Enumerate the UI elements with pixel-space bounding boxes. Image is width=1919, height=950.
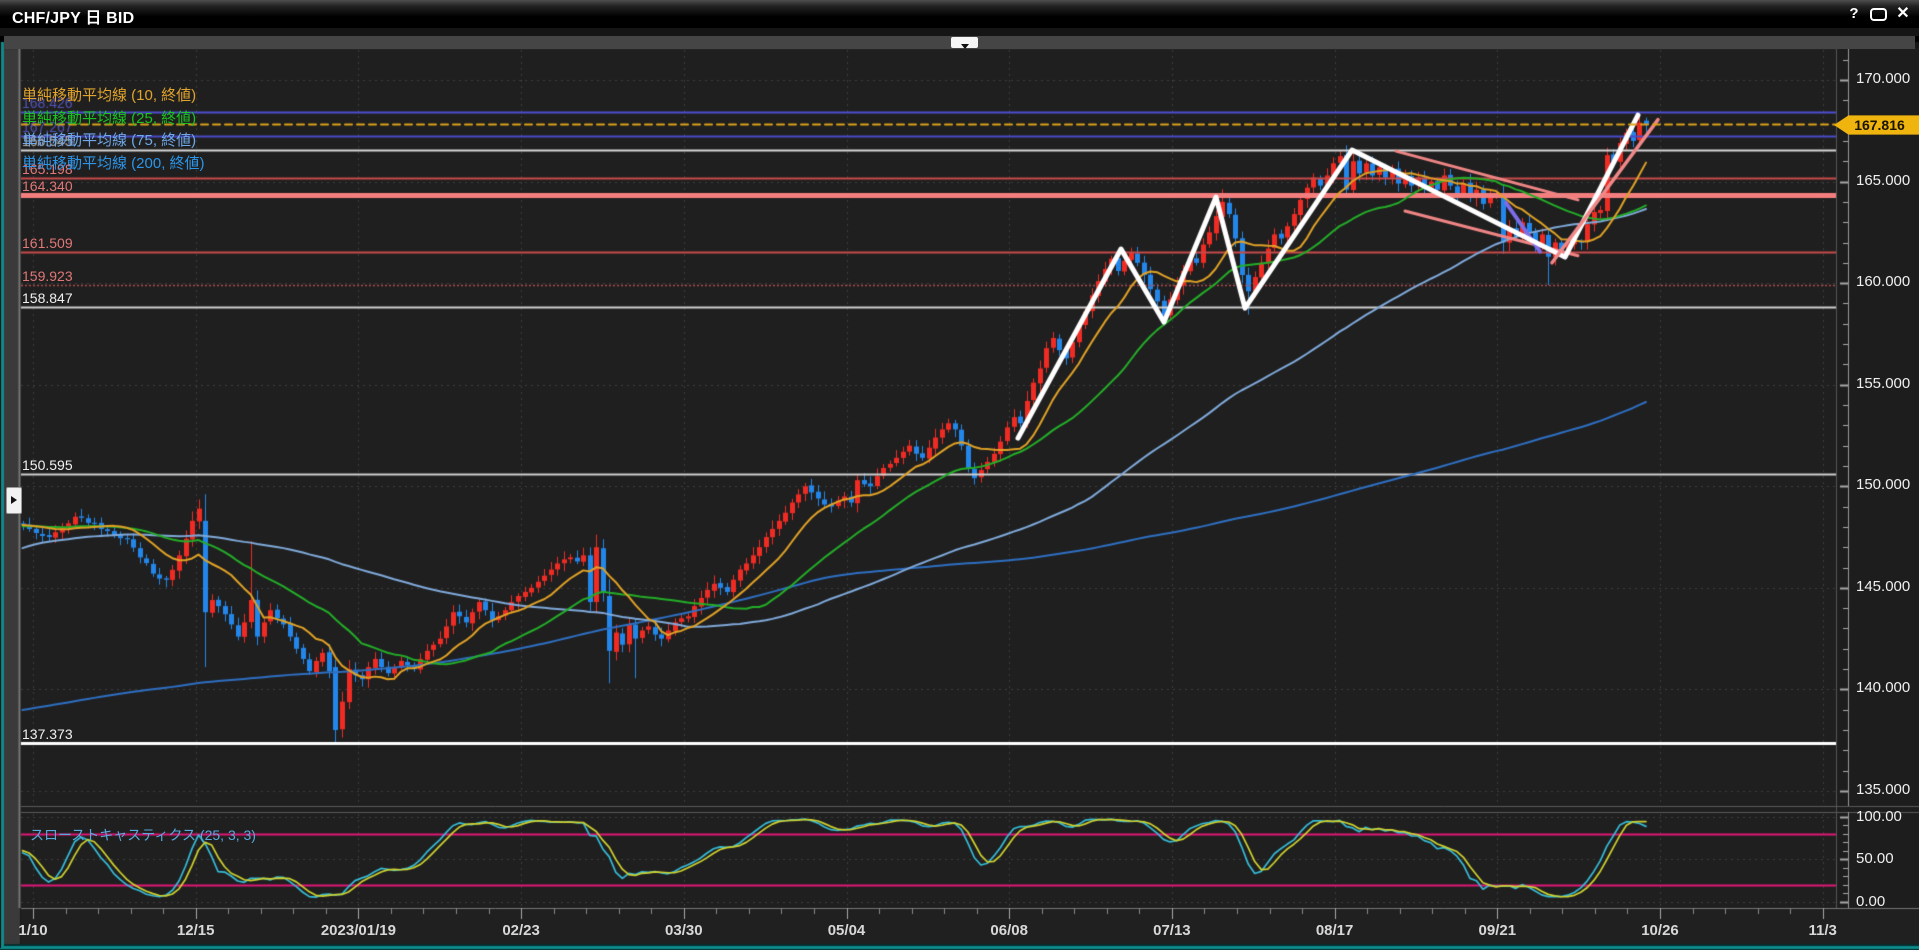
side-panel-handle[interactable] xyxy=(6,487,22,514)
support-line-label: 137.373 xyxy=(22,725,73,742)
price-axis-label: 145.000 xyxy=(1856,577,1911,595)
stoch-axis-label: 0.00 xyxy=(1856,892,1886,910)
price-axis-label: 160.000 xyxy=(1856,273,1911,291)
window-title: CHF/JPY 日 BID xyxy=(12,10,135,27)
maximize-icon[interactable] xyxy=(1867,3,1889,25)
legend-sma25: 単純移動平均線 (25, 終値) xyxy=(22,109,197,127)
date-axis-label: 12/15 xyxy=(176,922,215,939)
indicator-legend: 単純移動平均線 (10, 終値) 単純移動平均線 (25, 終値) 単純移動平均… xyxy=(22,85,205,175)
collapse-panel-button[interactable] xyxy=(951,37,978,49)
date-axis-label: 06/08 xyxy=(990,922,1028,939)
support-line-label: 158.847 xyxy=(22,289,73,306)
window-titlebar[interactable]: CHF/JPY 日 BID ? ✕ xyxy=(0,0,1919,28)
price-axis-label: 170.000 xyxy=(1856,70,1911,87)
close-icon[interactable]: ✕ xyxy=(1896,5,1910,22)
support-line-label: 159.923 xyxy=(22,267,73,284)
support-line-label: 161.509 xyxy=(22,235,73,252)
stoch-axis-label: 50.00 xyxy=(1856,850,1894,868)
price-axis-label: 165.000 xyxy=(1856,171,1911,189)
support-line-label: 165.198 xyxy=(22,160,73,177)
date-axis-label: 1/10 xyxy=(18,922,48,939)
price-axis-label: 150.000 xyxy=(1856,476,1911,494)
date-axis-label: 02/23 xyxy=(502,922,540,939)
legend-sma10: 単純移動平均線 (10, 終値) xyxy=(22,87,197,104)
date-axis-label: 03/30 xyxy=(665,922,703,939)
current-price-tag: 167.816 xyxy=(1834,115,1919,135)
chevron-right-icon xyxy=(11,496,17,504)
date-axis-label: 11/3 xyxy=(1808,922,1837,939)
date-axis-label: 2023/01/19 xyxy=(320,922,396,939)
support-line-label: 150.595 xyxy=(22,457,73,474)
legend-sma75: 単純移動平均線 (75, 終値) xyxy=(22,132,197,149)
price-axis-label: 140.000 xyxy=(1856,679,1911,697)
date-axis-label: 10/26 xyxy=(1641,922,1679,939)
support-line-label: 164.340 xyxy=(22,177,73,194)
date-axis-label: 07/13 xyxy=(1153,922,1191,939)
help-icon[interactable]: ? xyxy=(1849,5,1859,22)
stochastics-label: スローストキャスティクス (25, 3, 3) xyxy=(30,827,256,843)
price-axis-label: 155.000 xyxy=(1856,374,1911,392)
date-axis-label: 05/04 xyxy=(827,922,866,939)
date-axis-label: 08/17 xyxy=(1315,922,1354,939)
price-axis-label: 135.000 xyxy=(1856,780,1911,798)
titlebar-lower-strip xyxy=(0,28,1919,36)
legend-sma200: 単純移動平均線 (200, 終値) xyxy=(22,154,205,172)
chevron-down-icon xyxy=(960,44,969,49)
maximize-glyph xyxy=(1869,8,1887,21)
stoch-axis-label: 100.00 xyxy=(1856,808,1902,825)
date-axis-label: 09/21 xyxy=(1478,922,1517,939)
